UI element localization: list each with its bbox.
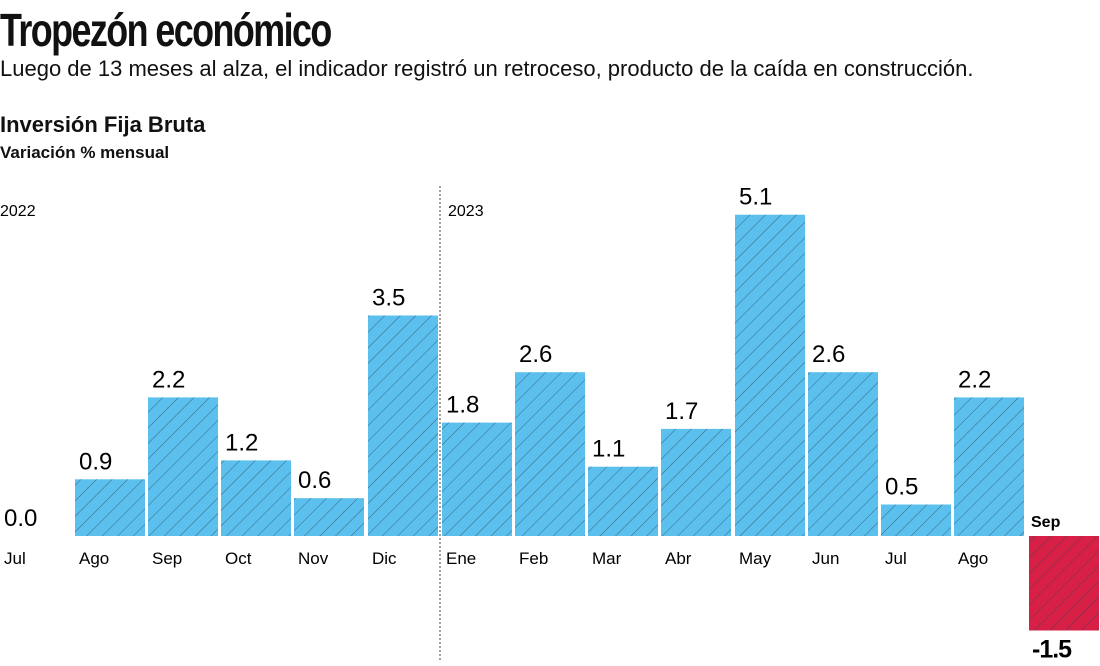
value-label: 1.1	[592, 436, 625, 463]
value-label: 2.2	[152, 366, 185, 393]
bar-hatch	[368, 315, 438, 536]
month-label: Jul	[4, 549, 26, 568]
bar-hatch	[148, 397, 218, 536]
bar-hatch	[735, 214, 805, 536]
value-label: 3.5	[372, 285, 405, 312]
bar-hatch	[1029, 536, 1099, 631]
bar-hatch	[75, 479, 145, 536]
month-label: Ago	[79, 549, 109, 568]
month-label: Oct	[225, 549, 252, 568]
bar-hatch	[515, 372, 585, 536]
page-subtitle: Luego de 13 meses al alza, el indicador …	[0, 56, 974, 81]
value-label: 0.9	[79, 448, 112, 475]
bar-hatch	[221, 460, 291, 536]
chart-unit-label: Variación % mensual	[0, 143, 170, 162]
bar-hatch	[808, 372, 878, 536]
bar-hatch	[588, 466, 658, 536]
month-label: Ago	[958, 549, 988, 568]
value-label: 0.5	[885, 474, 918, 501]
value-label: 1.7	[665, 398, 698, 425]
bar-hatch	[881, 504, 951, 536]
month-label: Jul	[885, 549, 907, 568]
month-label: Feb	[519, 549, 548, 568]
value-label: 2.6	[812, 341, 845, 368]
bar-hatch	[294, 498, 364, 536]
value-label: 1.8	[446, 392, 479, 419]
value-label: -1.5	[1032, 636, 1072, 664]
month-label: Dic	[372, 549, 397, 568]
month-label: Abr	[665, 549, 692, 568]
year-label-2023: 2023	[448, 203, 484, 220]
value-label: 5.1	[739, 184, 772, 211]
chart-title: Inversión Fija Bruta	[0, 112, 206, 137]
value-label: 2.2	[958, 366, 991, 393]
value-label: 0.6	[298, 467, 331, 494]
value-label: 1.2	[225, 429, 258, 456]
month-label: Ene	[446, 549, 476, 568]
bar-hatch	[661, 428, 731, 536]
month-label: Jun	[812, 549, 839, 568]
month-label: Sep	[1031, 514, 1061, 531]
year-label-2022: 2022	[0, 203, 36, 220]
month-label: Sep	[152, 549, 182, 568]
month-label: Mar	[592, 549, 622, 568]
page-title: Tropezón económico	[0, 4, 332, 56]
bar-hatch	[954, 397, 1024, 536]
bar-hatch	[442, 422, 512, 536]
month-label: May	[739, 549, 772, 568]
month-label: Nov	[298, 549, 329, 568]
value-label: 2.6	[519, 341, 552, 368]
value-label: 0.0	[4, 505, 37, 532]
